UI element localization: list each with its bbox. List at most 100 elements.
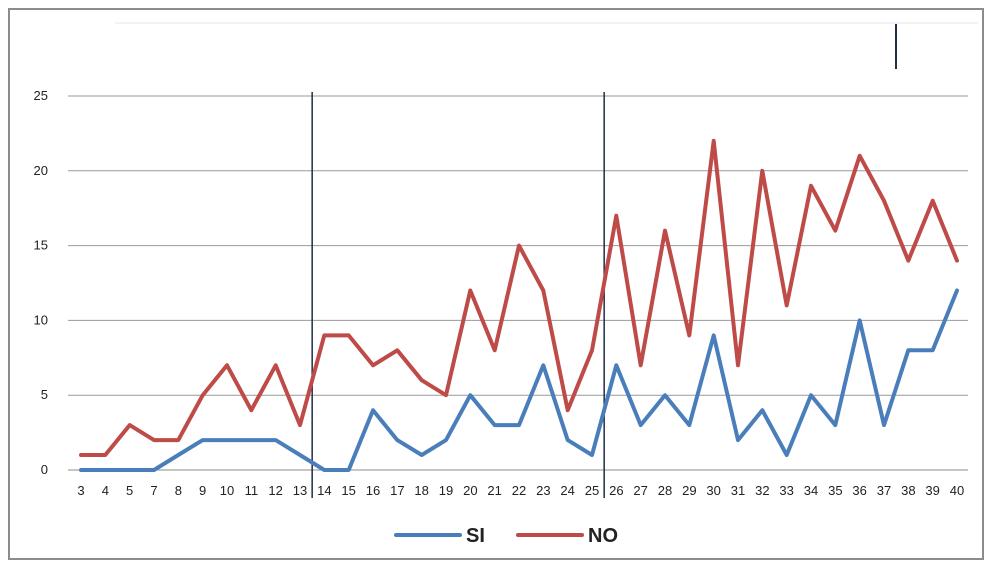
- series-line-no: [79, 138, 959, 457]
- data-point-no: [955, 259, 959, 263]
- data-point-si: [882, 423, 886, 427]
- data-point-si: [833, 423, 837, 427]
- data-point-si: [639, 423, 643, 427]
- data-point-no: [420, 378, 424, 382]
- data-point-no: [128, 423, 132, 427]
- y-tick-label: 25: [34, 88, 48, 103]
- data-point-si: [468, 393, 472, 397]
- x-tick-label: 4: [102, 483, 109, 498]
- data-point-si: [493, 423, 497, 427]
- data-point-no: [590, 348, 594, 352]
- x-tick-label: 10: [220, 483, 234, 498]
- data-point-si: [760, 408, 764, 412]
- data-point-no: [395, 348, 399, 352]
- x-tick-label: 15: [341, 483, 355, 498]
- data-point-si: [128, 468, 132, 472]
- data-point-no: [566, 408, 570, 412]
- data-point-no: [931, 199, 935, 203]
- data-point-si: [298, 453, 302, 457]
- data-point-no: [858, 154, 862, 158]
- data-point-no: [103, 453, 107, 457]
- data-point-si: [931, 348, 935, 352]
- data-point-no: [225, 363, 229, 367]
- data-point-no: [833, 229, 837, 233]
- data-point-si: [590, 453, 594, 457]
- y-tick-label: 15: [34, 238, 48, 253]
- data-point-no: [274, 363, 278, 367]
- data-point-si: [274, 438, 278, 442]
- data-point-si: [420, 453, 424, 457]
- data-point-no: [760, 169, 764, 173]
- x-tick-label: 27: [633, 483, 647, 498]
- x-tick-label: 37: [877, 483, 891, 498]
- x-tick-label: 19: [439, 483, 453, 498]
- data-point-no: [298, 423, 302, 427]
- x-tick-label: 12: [268, 483, 282, 498]
- data-point-no: [712, 139, 716, 143]
- data-point-no: [201, 393, 205, 397]
- x-tick-label: 26: [609, 483, 623, 498]
- data-point-si: [322, 468, 326, 472]
- x-tick-label: 35: [828, 483, 842, 498]
- x-tick-label: 5: [126, 483, 133, 498]
- x-tick-label: 3: [77, 483, 84, 498]
- x-tick-label: 21: [487, 483, 501, 498]
- x-axis-ticks: 3 4 5 7 8 9 10 11 12 13 14 15 16 17 18 19 20 21 22 23 24 25 26…: [77, 483, 964, 498]
- x-tick-label: 11: [245, 483, 259, 498]
- y-tick-label: 5: [41, 387, 48, 402]
- x-tick-label: 13: [293, 483, 307, 498]
- data-point-no: [371, 363, 375, 367]
- data-point-si: [225, 438, 229, 442]
- data-point-no: [517, 244, 521, 248]
- data-point-no: [468, 289, 472, 292]
- chart-frame: [8, 8, 984, 560]
- data-point-no: [663, 229, 667, 233]
- data-point-no: [614, 214, 618, 218]
- data-point-si: [201, 438, 205, 442]
- x-tick-label: 28: [658, 483, 672, 498]
- x-tick-label: 36: [852, 483, 866, 498]
- data-point-no: [152, 438, 156, 442]
- data-point-no: [322, 333, 326, 337]
- x-tick-label: 22: [512, 483, 526, 498]
- data-point-si: [444, 438, 448, 442]
- data-point-no: [736, 363, 740, 367]
- data-point-si: [785, 453, 789, 457]
- data-point-no: [639, 363, 643, 367]
- data-point-si: [517, 423, 521, 427]
- gridlines: [68, 95, 968, 471]
- legend-label-no: NO: [588, 525, 618, 547]
- data-point-si: [663, 393, 667, 397]
- data-point-no: [493, 348, 497, 352]
- data-point-si: [858, 318, 862, 322]
- vertical-markers: [311, 92, 605, 498]
- x-tick-label: 9: [199, 483, 206, 498]
- data-point-si: [809, 393, 813, 397]
- y-tick-label: 0: [41, 462, 48, 477]
- x-tick-label: 40: [950, 483, 964, 498]
- y-tick-label: 10: [34, 312, 48, 327]
- data-point-si: [249, 438, 253, 442]
- x-tick-label: 38: [901, 483, 915, 498]
- data-point-si: [687, 423, 691, 427]
- data-point-si: [176, 453, 180, 457]
- x-tick-label: 29: [682, 483, 696, 498]
- x-tick-label: 16: [366, 483, 380, 498]
- data-point-no: [906, 259, 910, 263]
- data-point-si: [614, 363, 618, 367]
- x-tick-label: 33: [779, 483, 793, 498]
- data-point-si: [347, 468, 351, 472]
- series-group: [79, 138, 959, 472]
- data-point-si: [79, 468, 83, 472]
- data-point-no: [809, 184, 813, 188]
- data-point-si: [103, 468, 107, 472]
- data-point-no: [785, 303, 789, 307]
- data-point-si: [736, 438, 740, 442]
- x-tick-label: 8: [175, 483, 182, 498]
- x-tick-label: 7: [150, 483, 157, 498]
- data-point-si: [955, 289, 959, 292]
- data-point-si: [395, 438, 399, 442]
- data-point-no: [882, 199, 886, 203]
- x-tick-label: 34: [804, 483, 818, 498]
